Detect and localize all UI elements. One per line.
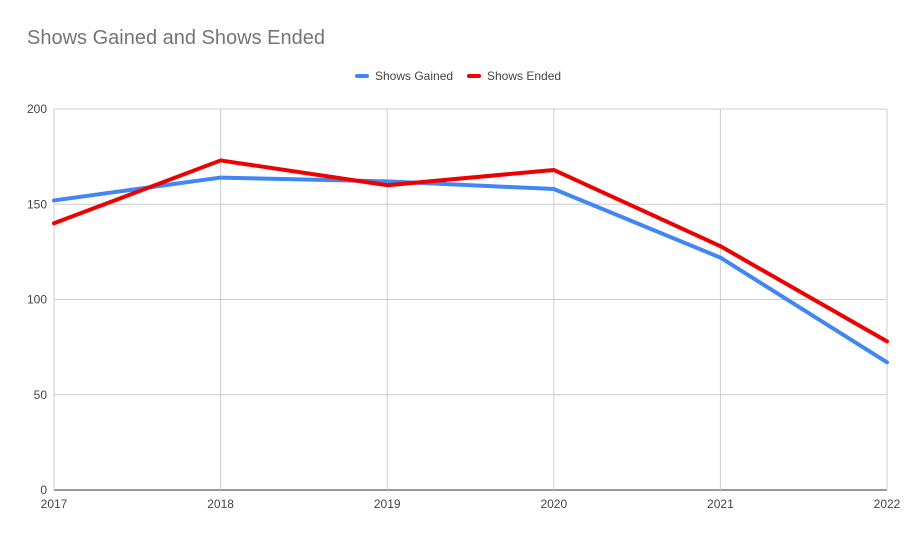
chart-title: Shows Gained and Shows Ended [27, 27, 325, 49]
x-tick-label: 2022 [874, 497, 901, 511]
y-tick-label: 100 [27, 293, 47, 307]
x-tick-label: 2018 [207, 497, 234, 511]
y-tick-label: 50 [34, 388, 48, 402]
x-tick-label: 2020 [540, 497, 567, 511]
series-line-shows-gained [52, 175, 889, 365]
x-tick-label: 2017 [41, 497, 68, 511]
series-lines [52, 158, 889, 365]
x-tick-label: 2021 [707, 497, 734, 511]
legend-label: Shows Gained [375, 69, 453, 83]
y-axis-tick-labels: 0 50 100 150 200 [27, 102, 47, 497]
grid-lines [53, 108, 888, 491]
legend-label: Shows Ended [487, 69, 561, 83]
legend: Shows Gained Shows Ended [355, 69, 561, 83]
series-line-shows-ended [52, 158, 889, 344]
x-axis-tick-labels: 2017 2018 2019 2020 2021 2022 [41, 497, 901, 511]
y-tick-label: 0 [40, 483, 47, 497]
y-tick-label: 200 [27, 102, 47, 116]
x-tick-label: 2019 [374, 497, 401, 511]
y-tick-label: 150 [27, 197, 47, 211]
